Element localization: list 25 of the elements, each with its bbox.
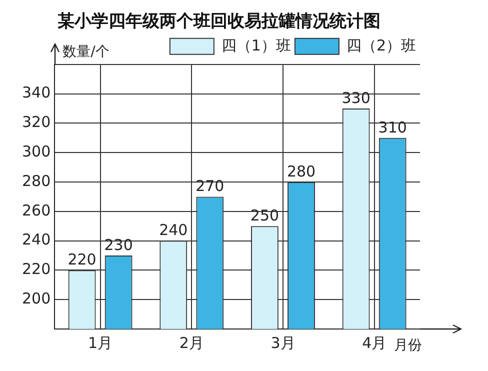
y-tick-label: 260 (22, 201, 51, 220)
data-label: 270 (196, 177, 224, 196)
data-label: 280 (286, 162, 316, 180)
y-axis-title: 数量/个 (62, 44, 110, 60)
x-tick-label: 1月 (88, 334, 113, 352)
x-axis-title: 月份 (394, 338, 422, 354)
chart-title: 某小学四年级两个班回收易拉罐情况统计图 (56, 12, 380, 32)
y-tick-label: 220 (22, 260, 51, 278)
data-label: 330 (342, 88, 370, 107)
data-label: 240 (159, 221, 188, 240)
y-tick-label: 340 (22, 84, 51, 102)
y-tick-label: 280 (22, 172, 51, 190)
data-label: 220 (68, 250, 96, 269)
legend-label: 四（2）班 (346, 36, 416, 54)
x-tick-label: 2月 (179, 334, 204, 352)
x-tick-label: 3月 (270, 334, 296, 352)
x-tick-label: 4月 (362, 334, 387, 352)
legend-label: 四（1）班 (221, 36, 291, 54)
data-label: 310 (378, 118, 407, 136)
y-tick-label: 240 (22, 230, 51, 249)
data-label: 250 (250, 206, 280, 224)
data-label: 230 (104, 236, 133, 254)
y-tick-label: 300 (22, 142, 51, 160)
y-tick-label: 200 (22, 289, 51, 308)
y-tick-label: 320 (22, 113, 51, 132)
